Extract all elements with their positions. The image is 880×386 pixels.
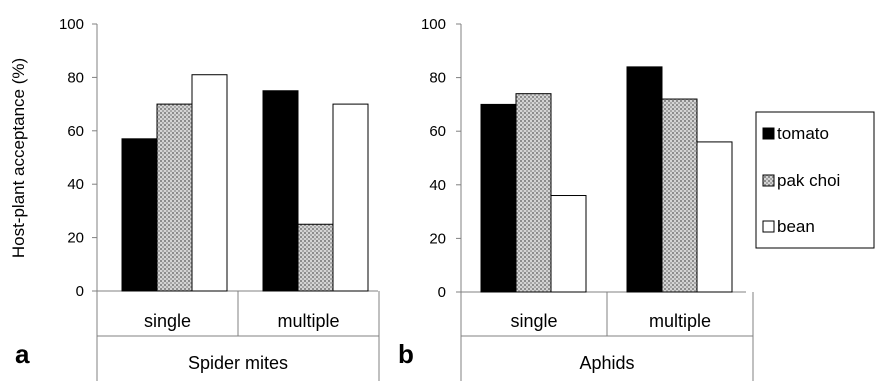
panel-a-group-label: Spider mites [188, 353, 288, 373]
bars-layer [121, 66, 733, 293]
legend-swatch-tomato [762, 127, 775, 140]
panel-b-category-label: single [510, 311, 557, 331]
panel-a-ytick-label: 0 [76, 283, 84, 300]
text-layer: 0 20 40 60 80 100 single multiple Spider mites a H… [9, 16, 711, 373]
panel-b-ytick-label: 60 [429, 123, 446, 140]
panel-a-ytick-label: 40 [67, 176, 84, 193]
legend-swatch-pak-choi [762, 174, 775, 187]
panel-a-ytick-label: 60 [67, 123, 84, 140]
panel-a-bar-bean-multiple [332, 103, 369, 292]
legend-label-pak-choi: pak choi [777, 171, 840, 190]
legend-box [755, 111, 875, 249]
panel-a-bar-pak-choi-single [156, 103, 193, 292]
panel-a-bar-bean-single [191, 74, 228, 292]
panel-b-bar-bean-single [550, 195, 587, 293]
panel-b-bar-tomato-multiple [626, 66, 663, 293]
legend-label-tomato: tomato [777, 124, 829, 143]
legend-label-bean: bean [777, 217, 815, 236]
panel-b-letter: b [398, 339, 414, 369]
panel-b-ytick-label: 0 [438, 284, 446, 301]
panel-b-ytick-label: 40 [429, 177, 446, 194]
panel-b-bar-tomato-single [480, 103, 517, 293]
panel-a-ytick-label: 20 [67, 230, 84, 247]
panel-a-bar-pak-choi-multiple [297, 223, 334, 292]
panel-b-ytick-label: 100 [421, 16, 446, 33]
panel-a-y-axis-title: Host-plant acceptance (%) [9, 58, 28, 258]
panel-a-letter: a [15, 339, 30, 369]
legend-swatch-bean [762, 220, 775, 233]
panel-b-bar-bean-multiple [696, 141, 733, 293]
panel-a-ytick-label: 80 [67, 69, 84, 86]
panel-a-bar-tomato-single [121, 138, 158, 292]
panel-b-ytick-label: 80 [429, 70, 446, 87]
panel-b-ytick-label: 20 [429, 230, 446, 247]
panel-a-bar-tomato-multiple [262, 90, 299, 292]
panel-b-bar-pak-choi-multiple [661, 98, 698, 293]
panel-a-category-label: single [144, 311, 191, 331]
legend: tomato pak choi bean [755, 111, 875, 249]
panel-a-ytick-label: 100 [59, 16, 84, 33]
panel-b-category-label: multiple [649, 311, 711, 331]
panel-b-group-label: Aphids [579, 353, 634, 373]
panel-a-category-label: multiple [277, 311, 339, 331]
panel-b-bar-pak-choi-single [515, 93, 552, 293]
